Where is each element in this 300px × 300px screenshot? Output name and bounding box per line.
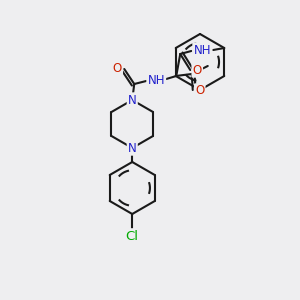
- Text: NH: NH: [194, 44, 211, 56]
- Text: O: O: [112, 61, 122, 74]
- Text: O: O: [193, 64, 202, 76]
- Text: NH: NH: [148, 74, 165, 86]
- Text: O: O: [195, 85, 204, 98]
- Text: N: N: [128, 142, 136, 154]
- Text: N: N: [128, 94, 136, 106]
- Text: Cl: Cl: [126, 230, 139, 242]
